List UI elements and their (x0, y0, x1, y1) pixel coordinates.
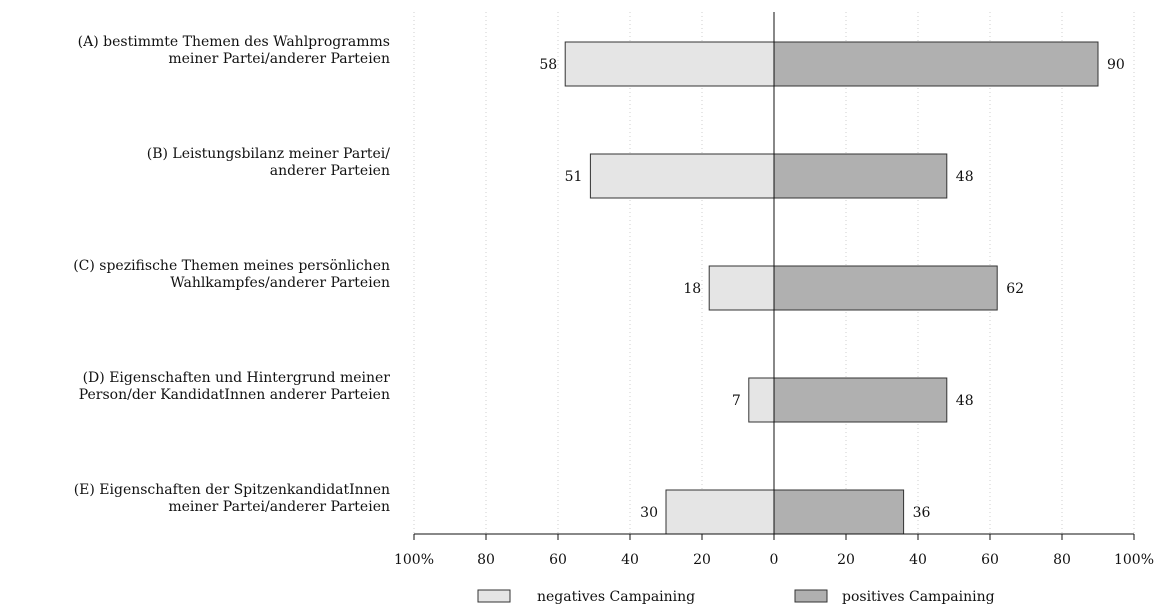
x-tick-label-4: 20 (693, 552, 711, 568)
x-tick-label-6: 20 (837, 552, 855, 568)
value-label-positive-2: 62 (1006, 281, 1024, 297)
value-label-positive-1: 48 (956, 169, 974, 185)
x-tick-label-2: 60 (549, 552, 567, 568)
bar-positive-1 (773, 153, 948, 199)
bar-negative-0 (564, 41, 775, 87)
category-label-0: (A) bestimmte Themen des Wahlprogramms me… (78, 34, 390, 67)
value-label-negative-1: 51 (565, 169, 583, 185)
bar-negative-3 (748, 377, 775, 423)
value-label-negative-4: 30 (640, 505, 658, 521)
legend-swatch-0 (477, 589, 511, 603)
x-tick-label-10: 100% (1114, 552, 1154, 568)
value-label-positive-3: 48 (956, 393, 974, 409)
bar-negative-1 (589, 153, 775, 199)
x-tick-label-7: 40 (909, 552, 927, 568)
x-tick-label-3: 40 (621, 552, 639, 568)
value-label-positive-0: 90 (1107, 57, 1125, 73)
legend-label-1: positives Campaining (842, 589, 995, 605)
x-tick-label-0: 100% (394, 552, 434, 568)
x-axis: 100% 80 60 40 20 0 20 40 60 80 100% (394, 12, 1154, 568)
legend-swatch-1 (794, 589, 828, 603)
bar-negative-4 (665, 489, 775, 535)
bar-positive-0 (773, 41, 1099, 87)
bar-positive-4 (773, 489, 905, 535)
bars: 58 90 51 48 18 62 7 48 30 36 (539, 41, 1125, 535)
category-label-4: (E) Eigenschaften der SpitzenkandidatInn… (74, 482, 390, 515)
legend: negatives Campaining positives Campaining (477, 589, 995, 605)
bar-negative-2 (708, 265, 775, 311)
value-label-negative-2: 18 (683, 281, 701, 297)
category-label-2: (C) spezifische Themen meines persönlich… (73, 258, 390, 291)
x-tick-label-1: 80 (477, 552, 495, 568)
value-label-negative-3: 7 (732, 393, 741, 409)
category-label-3: (D) Eigenschaften und Hintergrund meiner… (79, 370, 391, 403)
bar-positive-3 (773, 377, 948, 423)
category-labels: (A) bestimmte Themen des Wahlprogramms me… (73, 34, 390, 515)
bar-positive-2 (773, 265, 998, 311)
category-label-1: (B) Leistungsbilanz meiner Partei/andere… (147, 146, 391, 179)
x-tick-label-9: 80 (1053, 552, 1071, 568)
value-label-negative-0: 58 (539, 57, 557, 73)
legend-label-0: negatives Campaining (537, 589, 695, 605)
value-label-positive-4: 36 (913, 505, 931, 521)
x-tick-label-5: 0 (770, 552, 779, 568)
x-tick-label-8: 60 (981, 552, 999, 568)
